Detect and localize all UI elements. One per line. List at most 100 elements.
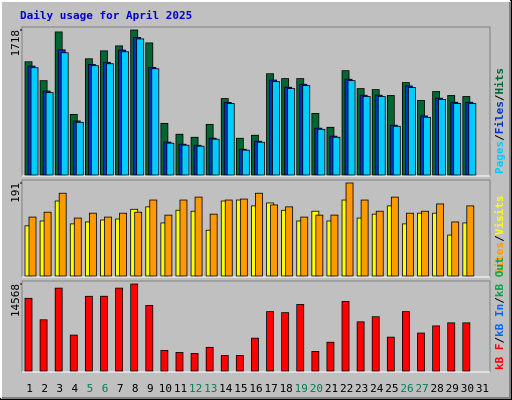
bar [406,212,414,277]
x-tick-label: 22 [340,382,353,395]
legend-separator: / [493,134,506,141]
bar [58,192,67,277]
x-tick-label: 28 [431,382,444,395]
x-tick-label: 11 [174,382,187,395]
bar [69,334,78,372]
bar [43,211,52,277]
bar [447,322,456,372]
legend-entry: Pages [493,141,506,174]
x-tick-label: 5 [87,382,94,395]
legend: Pages/Files/Hits [493,68,506,174]
bar [296,304,305,372]
legend-entry: Hits [493,68,506,95]
bar [179,199,188,277]
bar [311,351,320,372]
bar [54,287,63,372]
bar [281,312,290,372]
x-tick-label: 4 [72,382,79,395]
x-tick-label: 26 [400,382,413,395]
x-tick-label: 18 [280,382,293,395]
legend-entry: Files [493,101,506,134]
bar [377,96,386,176]
bar [149,199,158,277]
bar [220,355,229,372]
y-tick-label: 1718 [9,30,22,57]
bar [347,80,356,176]
bar [317,128,326,176]
bar [375,210,384,277]
bar [270,204,278,277]
x-tick-label: 25 [385,382,398,395]
bar [164,214,173,277]
bar [386,336,395,372]
bar [226,103,235,176]
x-tick-label: 13 [204,382,217,395]
bar [360,199,369,277]
legend-entry: kB In [493,304,506,337]
legend-separator: / [493,94,506,101]
bar [438,99,447,176]
bar [341,300,350,372]
bar [436,203,445,277]
bar [175,352,184,372]
bar [190,353,199,372]
x-tick-label: 31 [476,382,489,395]
bar [421,210,429,277]
bar [272,81,280,176]
x-tick-label: 27 [415,382,428,395]
x-tick-label: 14 [219,382,233,395]
x-tick-label: 15 [234,382,247,395]
bar [205,346,214,372]
bar [402,311,410,372]
bar [166,142,175,176]
bar [104,216,112,277]
bar [73,217,82,277]
bar [45,92,54,176]
bar [432,325,441,372]
bar [84,295,93,372]
bar [468,103,477,176]
bar [408,87,416,176]
x-tick-label: 17 [264,382,277,395]
bar [326,341,335,372]
bar [115,287,123,372]
legend-entry: Sites [493,242,506,275]
bar [224,199,233,277]
bar [151,68,160,176]
bar [106,63,114,176]
bar [251,337,259,372]
x-tick-label: 9 [147,382,154,395]
bar [330,214,339,277]
bar [345,182,354,277]
bar [134,211,143,277]
bar [145,305,154,372]
bar [30,67,39,176]
legend-separator: / [493,297,506,304]
legend: kB F/kB In/kB Out [493,257,506,370]
bar [211,138,220,176]
bar [75,121,84,176]
x-tick-label: 1 [26,382,33,395]
bar [255,192,263,277]
x-tick-label: 20 [310,382,323,395]
bar [315,214,324,277]
bar [130,283,139,372]
x-tick-label: 29 [446,382,459,395]
bar [390,196,399,277]
legend-entry: Visits [493,196,506,236]
bar [451,221,460,277]
bar [332,136,341,176]
bar [266,311,274,372]
x-tick-label: 30 [461,382,474,395]
bar [239,198,248,277]
y-tick-label: 191 [9,183,22,203]
x-tick-label: 21 [325,382,338,395]
x-tick-label: 23 [355,382,368,395]
y-tick-label: 14568 [9,284,22,317]
bar [39,319,48,372]
chart-title: Daily usage for April 2025 [20,9,192,22]
x-tick-label: 2 [41,382,48,395]
